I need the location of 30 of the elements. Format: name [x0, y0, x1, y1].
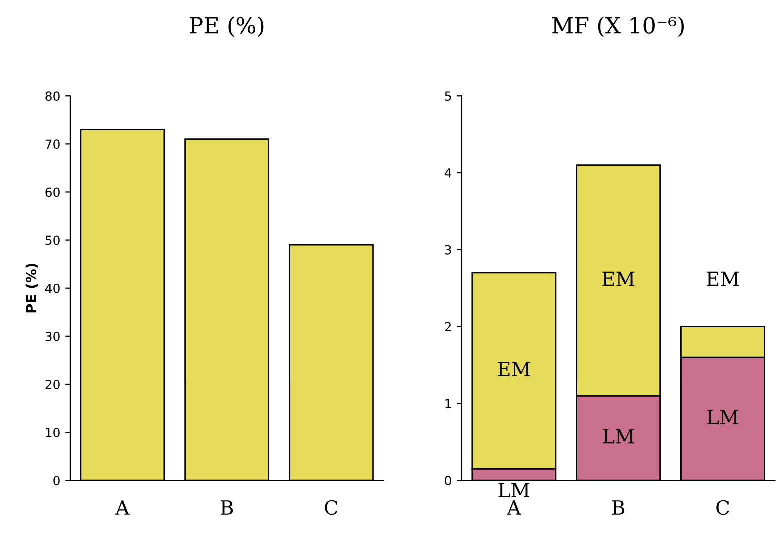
x-tick-label: C	[716, 500, 730, 516]
chart-title: PE (%)	[190, 16, 264, 38]
y-tick-label: 40	[45, 284, 60, 294]
y-tick-label: 3	[445, 245, 452, 255]
x-tick-label: C	[325, 500, 338, 516]
y-tick-label: 2	[445, 322, 451, 332]
y-axis-title: PE (%)	[26, 264, 38, 313]
chart-title: MF (X 10⁻⁶)	[552, 16, 684, 38]
y-tick-label: 5	[445, 92, 452, 102]
text: EM	[602, 272, 635, 286]
y-tick-label: 60	[46, 188, 60, 198]
y-tick-label: 10	[46, 428, 60, 438]
y-tick-label: 80	[46, 92, 60, 102]
x-tick-label: A	[507, 500, 522, 515]
x-tick-label: B	[221, 500, 234, 515]
y-tick-label: 30	[46, 332, 60, 342]
y-tick-label: 0	[445, 476, 452, 486]
text: LM	[603, 429, 634, 444]
x-tick-label: B	[612, 500, 625, 515]
y-tick-label: 1	[446, 399, 452, 408]
y-tick-label: 0	[54, 476, 60, 486]
text: EM	[706, 272, 740, 286]
y-tick-label: 20	[46, 380, 60, 390]
y-tick-label: 50	[46, 236, 60, 246]
text: LM	[708, 410, 738, 424]
x-tick-label: A	[116, 500, 130, 515]
y-tick-label: 70	[46, 140, 60, 150]
series-label: EM	[498, 362, 530, 376]
series-label: LM	[498, 483, 530, 498]
y-tick-label: 4	[444, 168, 452, 178]
